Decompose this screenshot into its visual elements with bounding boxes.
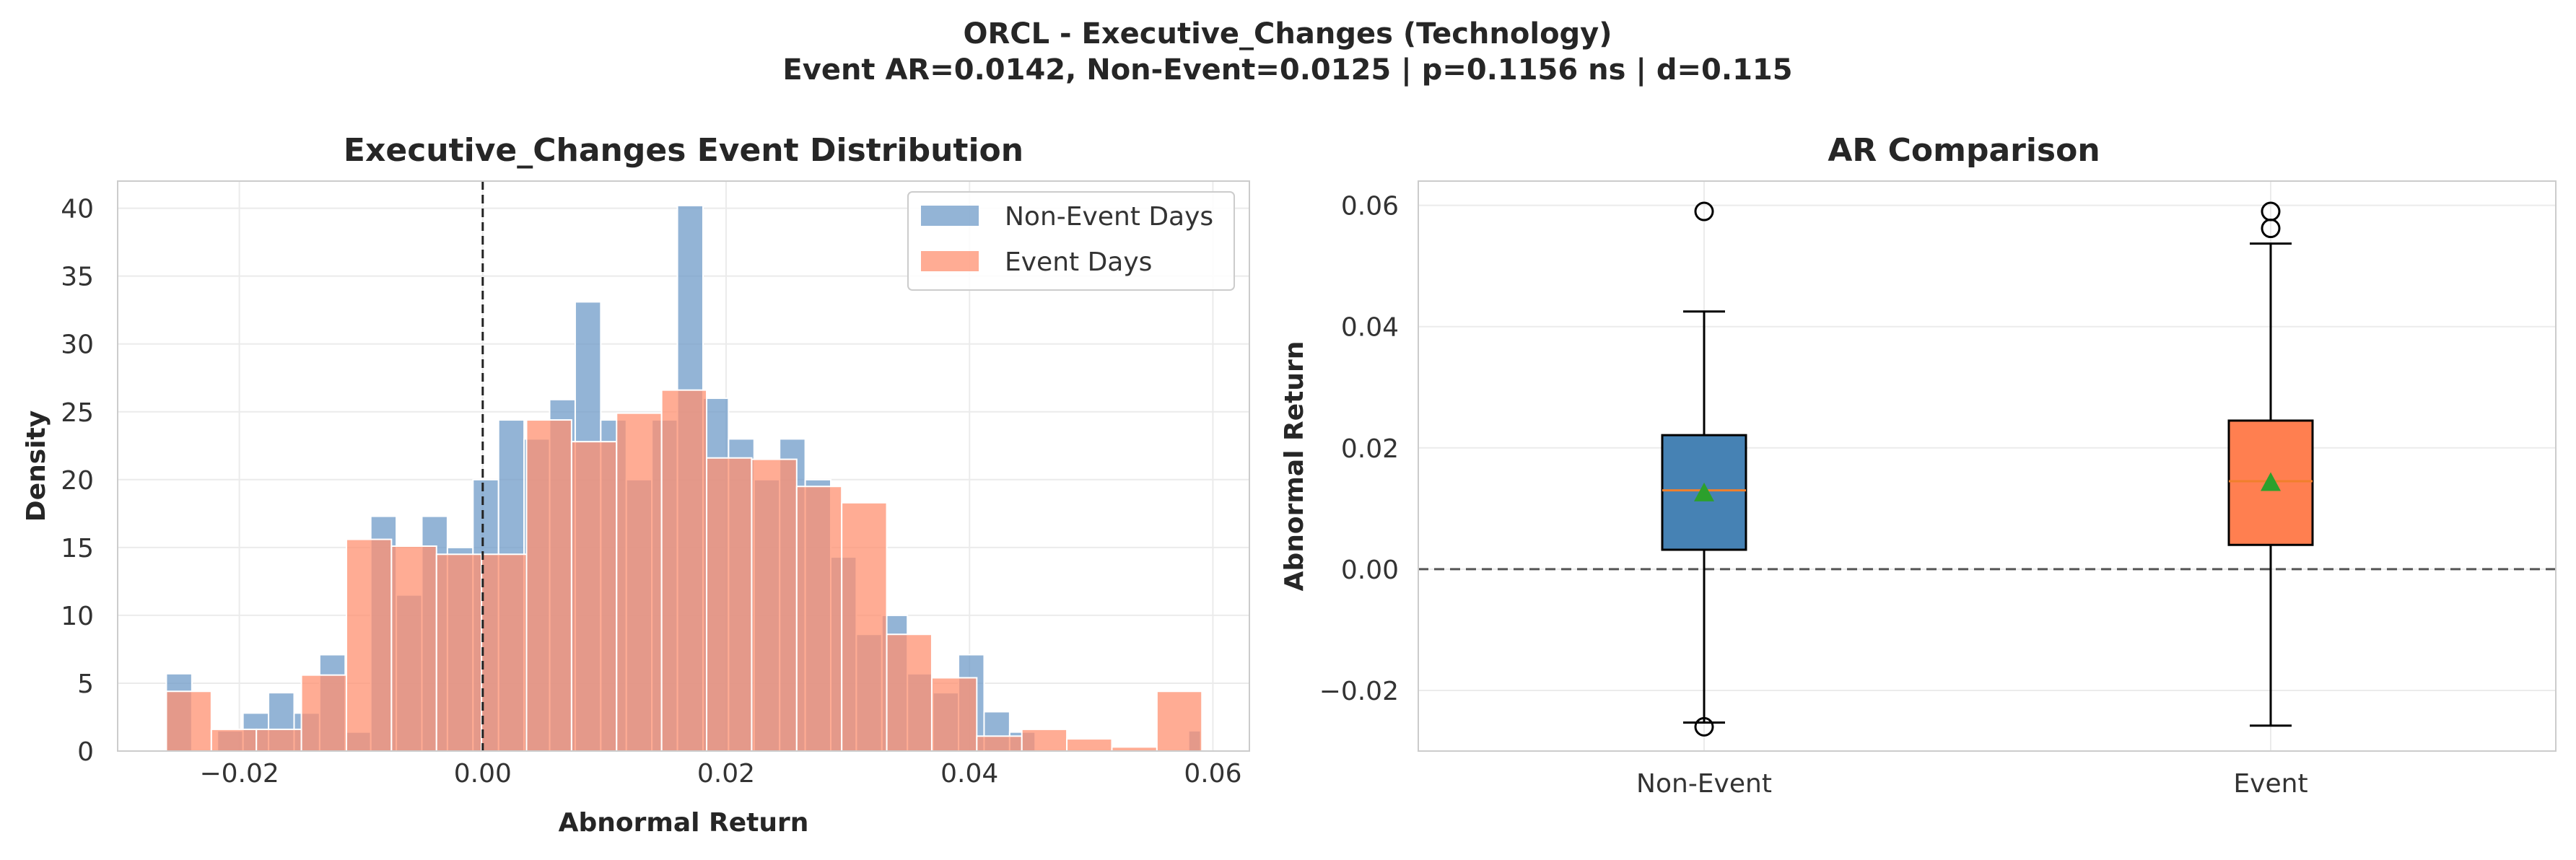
boxplot-y-axis-label: Abnormal Return (1280, 341, 1309, 592)
non-event-outlier (1694, 201, 1714, 221)
histogram-y-tick-label: 25 (61, 398, 94, 428)
boxplot-x-ticks: Non-Event Event (1636, 769, 2308, 799)
event-bar (930, 677, 978, 752)
boxplot-frame (1418, 180, 2557, 752)
boxplot-x-tick-label: Non-Event (1636, 769, 1772, 799)
event-outlier (2261, 219, 2281, 239)
histogram-legend: Non-Event Days Event Days (907, 191, 1235, 291)
histogram-y-ticks: 0 5 10 15 20 25 30 35 40 (61, 195, 94, 767)
event-bar (841, 501, 888, 752)
histogram-title: Executive_Changes Event Distribution (344, 132, 1023, 169)
event-bar (660, 389, 708, 752)
boxplot-panel: AR Comparison Non-Event Event −0.02 0.00 0.… (1280, 132, 2557, 799)
non-event-outlier (1694, 716, 1714, 737)
legend-box (907, 191, 1235, 291)
boxplot-x-tick-label: Event (2233, 769, 2308, 799)
legend-swatch-non-event (921, 206, 979, 226)
event-bar (886, 633, 933, 752)
event-bar (1021, 728, 1068, 752)
boxplot-y-tick-label: 0.04 (1341, 313, 1399, 343)
histogram-x-tick-label: 0.04 (940, 759, 998, 789)
histogram-x-tick-label: 0.06 (1184, 759, 1241, 789)
event-bar (1156, 690, 1203, 752)
boxplot-y-tick-label: −0.02 (1319, 677, 1399, 706)
event-bar (751, 458, 798, 752)
event-bar (525, 419, 572, 752)
boxplot-y-tick-label: 0.02 (1341, 434, 1399, 464)
event-bar (1066, 738, 1113, 752)
histogram-y-tick-label: 40 (61, 195, 94, 224)
histogram-y-tick-label: 0 (77, 737, 94, 767)
histogram-x-tick-label: 0.00 (454, 759, 512, 789)
figure-suptitle-line1: ORCL - Executive_Changes (Technology) (963, 17, 1612, 51)
figure-suptitle-line2: Event AR=0.0142, Non-Event=0.0125 | p=0.… (782, 53, 1792, 87)
boxplot-y-ticks: −0.02 0.00 0.02 0.04 0.06 (1319, 192, 1399, 706)
event-bar (345, 538, 393, 752)
histogram-frame (117, 180, 1250, 752)
event-bar (256, 728, 302, 752)
event-bar (616, 412, 663, 752)
boxplot-y-tick-label: 0.00 (1341, 556, 1399, 585)
event-bar (976, 735, 1023, 752)
event-bar (706, 457, 753, 752)
histogram-y-tick-label: 5 (77, 670, 94, 699)
legend-swatch-event (921, 251, 979, 271)
legend-label-non-event: Non-Event Days (1005, 202, 1213, 232)
boxplot-y-tick-label: 0.06 (1341, 192, 1399, 221)
histogram-y-tick-label: 30 (61, 330, 94, 360)
event-bar (390, 545, 437, 752)
non-event-mean-marker (1694, 482, 1714, 501)
histogram-panel: Executive_Changes Event Distribution −0.… (22, 132, 1250, 838)
event-bar (795, 486, 843, 752)
event-bar (435, 553, 483, 752)
event-mean-marker (2261, 472, 2281, 491)
histogram-y-tick-label: 15 (61, 534, 94, 563)
event-bar (481, 553, 528, 752)
non-event-box (1661, 434, 1747, 551)
event-bar (300, 674, 347, 752)
histogram-x-tick-label: −0.02 (199, 759, 279, 789)
histogram-x-axis-label: Abnormal Return (559, 808, 809, 838)
histogram-y-tick-label: 10 (61, 602, 94, 631)
boxplot-title: AR Comparison (1828, 132, 2100, 169)
boxplot-boxes (1661, 201, 2314, 737)
legend-label-event: Event Days (1005, 247, 1152, 277)
event-bar (165, 690, 212, 752)
event-bar (570, 441, 618, 752)
histogram-y-axis-label: Density (22, 411, 51, 522)
histogram-y-tick-label: 35 (61, 263, 94, 292)
boxplot-plot-area (1418, 181, 2556, 751)
histogram-x-tick-label: 0.02 (697, 759, 755, 789)
event-bar (210, 728, 258, 752)
histogram-y-tick-label: 20 (61, 466, 94, 496)
event-bars (165, 389, 1203, 752)
histogram-x-ticks: −0.02 0.00 0.02 0.04 0.06 (199, 759, 1241, 789)
